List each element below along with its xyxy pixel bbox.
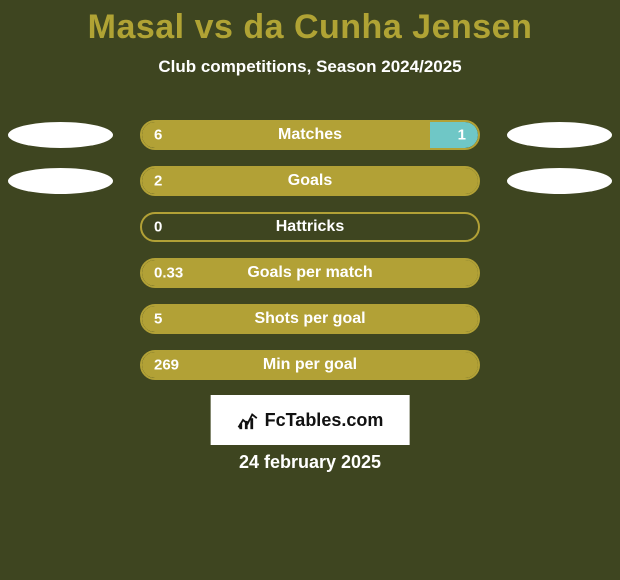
stat-value-left: 0.33 <box>154 265 183 282</box>
page-title: Masal vs da Cunha Jensen <box>0 0 620 47</box>
stat-value-left: 2 <box>154 173 162 190</box>
stat-row: Min per goal269 <box>0 348 620 394</box>
chart-icon <box>237 409 259 431</box>
stat-bar: Matches61 <box>140 120 480 150</box>
player-marker-left <box>8 168 113 194</box>
stat-value-left: 269 <box>154 357 179 374</box>
player-marker-right <box>507 168 612 194</box>
stat-bar: Shots per goal5 <box>140 304 480 334</box>
stat-value-left: 5 <box>154 311 162 328</box>
subtitle: Club competitions, Season 2024/2025 <box>0 57 620 77</box>
bar-segment-left <box>142 168 478 194</box>
stat-bar: Goals2 <box>140 166 480 196</box>
stat-row: Goals2 <box>0 164 620 210</box>
bar-segment-left <box>142 306 478 332</box>
player-marker-left <box>8 122 113 148</box>
stat-bar: Hattricks0 <box>140 212 480 242</box>
bar-segment-left <box>142 122 430 148</box>
bar-segment-left <box>142 352 478 378</box>
stat-value-left: 6 <box>154 127 162 144</box>
stat-row: Hattricks0 <box>0 210 620 256</box>
stat-row: Matches61 <box>0 118 620 164</box>
stat-bar: Min per goal269 <box>140 350 480 380</box>
comparison-infographic: Masal vs da Cunha Jensen Club competitio… <box>0 0 620 580</box>
stat-row: Shots per goal5 <box>0 302 620 348</box>
bar-segment-right <box>430 122 478 148</box>
brand-text: FcTables.com <box>265 410 384 431</box>
stats-chart: Matches61Goals2Hattricks0Goals per match… <box>0 118 620 394</box>
stat-row: Goals per match0.33 <box>0 256 620 302</box>
stat-value-right: 1 <box>458 127 466 144</box>
player-marker-right <box>507 122 612 148</box>
stat-label: Hattricks <box>142 218 478 236</box>
bar-segment-left <box>142 260 478 286</box>
stat-bar: Goals per match0.33 <box>140 258 480 288</box>
stat-value-left: 0 <box>154 219 162 236</box>
date-line: 24 february 2025 <box>0 452 620 473</box>
brand-badge: FcTables.com <box>211 395 410 445</box>
